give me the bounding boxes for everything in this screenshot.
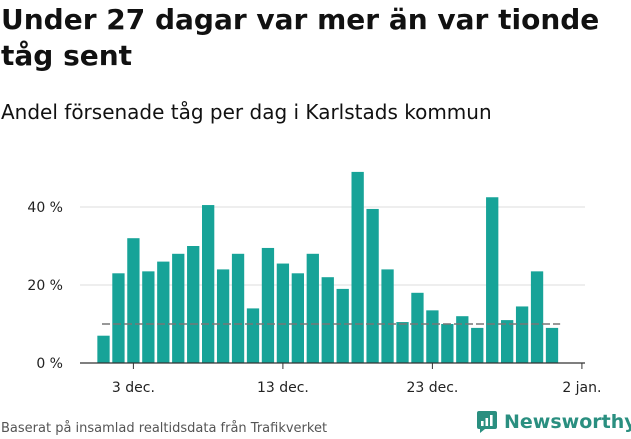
brand-name: Newsworthy (504, 411, 631, 433)
bar-chart: 0 % 20 % 40 % 3 dec. 13 dec. 23 dec. 2 jan. (27, 171, 601, 396)
x-tick-label: 2 jan. (562, 380, 601, 396)
bar (381, 269, 394, 363)
axes: 0 % 20 % 40 % 3 dec. 13 dec. 23 dec. 2 jan. (27, 200, 601, 396)
bar (411, 292, 424, 363)
x-tick-label: 13 dec. (257, 380, 309, 396)
x-tick-label: 3 dec. (112, 380, 155, 396)
bar (501, 320, 514, 363)
bar (261, 247, 275, 363)
bar (396, 322, 409, 363)
bar (246, 308, 260, 363)
bar (127, 238, 140, 363)
newsworthy-logo: Newsworthy (476, 407, 631, 437)
bar (321, 277, 334, 363)
bar (441, 324, 454, 363)
y-tick-label: 20 % (27, 278, 63, 294)
chart-title: Under 27 dagar var mer än var tionde tåg… (1, 3, 600, 72)
bar (291, 273, 304, 363)
bar (456, 316, 469, 363)
bar (486, 197, 499, 363)
x-tick-label: 23 dec. (406, 380, 458, 396)
bar (351, 171, 364, 363)
bars (97, 171, 559, 363)
bar (202, 205, 215, 363)
newsworthy-icon (477, 411, 497, 433)
bar (97, 335, 110, 363)
source-note: Baserat på insamlad realtidsdata från Tr… (1, 421, 328, 436)
bar (545, 327, 559, 363)
bar (276, 263, 290, 363)
bar (157, 261, 170, 363)
bar (231, 253, 245, 363)
bar (336, 288, 349, 363)
y-tick-label: 0 % (36, 356, 63, 372)
bar (112, 273, 125, 363)
chart-subtitle: Andel försenade tåg per dag i Karlstads … (1, 100, 492, 124)
y-tick-label: 40 % (27, 200, 63, 216)
bar (216, 269, 230, 363)
bar (142, 271, 155, 363)
bar (471, 327, 484, 363)
bar (366, 208, 379, 363)
bar (187, 246, 200, 363)
bar (426, 310, 439, 363)
bar (172, 253, 185, 363)
gridlines (80, 206, 585, 286)
bar (515, 306, 529, 363)
bar (530, 271, 544, 363)
bar (306, 253, 319, 363)
